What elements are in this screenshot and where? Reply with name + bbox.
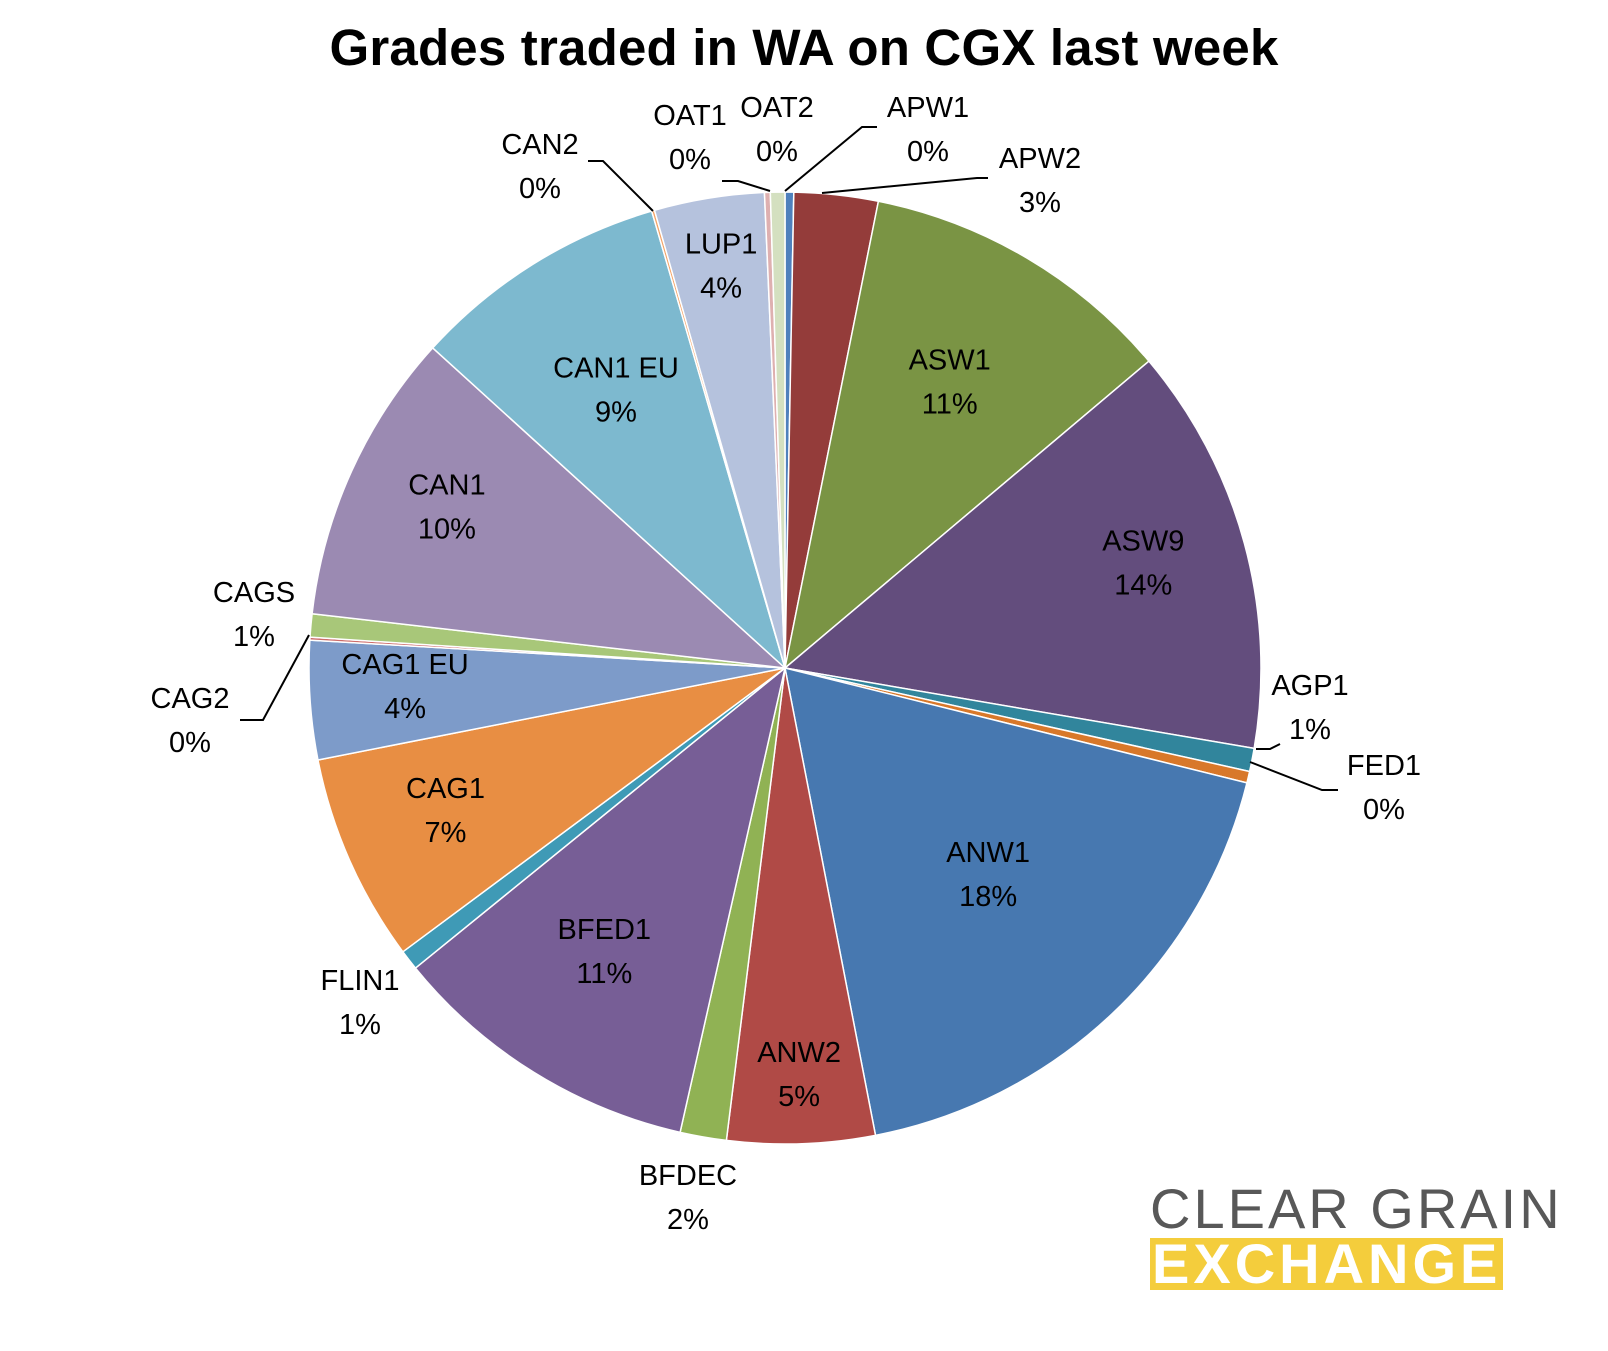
slice-label-bfdec: BFDEC [639, 1160, 737, 1192]
leader-line-cag2 [240, 634, 310, 721]
slice-percent-anw2: 5% [778, 1081, 820, 1113]
logo-text-exchange: EXCHANGE [1150, 1232, 1504, 1295]
clear-grain-exchange-logo: CLEAR GRAIN EXCHANGE [1150, 1177, 1563, 1295]
slice-percent-asw1: 11% [922, 388, 978, 420]
pie-slice-asw9 [784, 360, 1262, 750]
slice-label-cag2: CAG2 [151, 683, 230, 715]
slice-label-cag1-eu: CAG1 EU [341, 649, 468, 681]
slice-percent-agp1: 1% [1289, 714, 1331, 746]
pie-slice-bfed1 [414, 667, 786, 1134]
leader-line-apw1 [784, 126, 877, 192]
pie-slice-anw1 [784, 667, 1248, 1137]
pie-slice-anw2 [725, 667, 877, 1145]
slice-percent-can2: 0% [519, 173, 561, 205]
slice-label-anw1: ANW1 [946, 837, 1030, 869]
slice-label-flin1: FLIN1 [321, 965, 400, 997]
slice-label-fed1: FED1 [1347, 750, 1421, 782]
pie-slice-asw1 [784, 200, 1150, 669]
slice-label-cags: CAGS [213, 577, 295, 609]
slice-percent-asw9: 14% [1114, 570, 1172, 602]
slice-label-oat1: OAT1 [653, 100, 727, 132]
slice-percent-cag2: 0% [169, 727, 211, 759]
slice-percent-bfdec: 2% [667, 1204, 709, 1236]
pie-slices [308, 191, 1262, 1145]
slice-label-can2: CAN2 [501, 129, 578, 161]
pie-slice-can1-eu [431, 210, 786, 669]
slice-percent-oat2: 0% [756, 136, 798, 168]
slice-label-oat2: OAT2 [740, 92, 814, 124]
logo-text-clear-grain: CLEAR GRAIN [1150, 1177, 1563, 1240]
slice-percent-anw1: 18% [959, 881, 1017, 913]
slice-label-anw2: ANW2 [757, 1037, 841, 1069]
slice-label-can1-eu: CAN1 EU [553, 353, 679, 385]
leader-line-apw2 [821, 177, 988, 194]
slice-labels: APW1 0% APW2 3% ASW1 11% ASW9 14% AGP1 1% FED1 0% AN… [151, 92, 1422, 1236]
slice-percent-apw2: 3% [1019, 187, 1061, 219]
pie-slice-can1 [311, 347, 786, 669]
slice-percent-cag1: 7% [425, 817, 467, 849]
slice-percent-bfed1: 11% [576, 958, 632, 990]
slice-percent-apw1: 0% [907, 136, 949, 168]
slice-percent-cags: 1% [233, 621, 275, 653]
leader-line-agp1 [1256, 743, 1281, 750]
slice-label-lup1: LUP1 [685, 228, 758, 260]
slice-label-asw1: ASW1 [909, 344, 991, 376]
slice-label-can1: CAN1 [408, 470, 485, 502]
pie-slice-oat2 [769, 191, 786, 669]
slice-label-agp1: AGP1 [1271, 670, 1348, 702]
chart-title: Grades traded in WA on CGX last week [329, 19, 1279, 76]
slice-label-bfed1: BFED1 [558, 914, 651, 946]
slice-percent-oat1: 0% [669, 144, 711, 176]
slice-label-apw1: APW1 [887, 92, 969, 124]
leader-line-oat1 [722, 180, 771, 192]
leader-lines [240, 126, 1338, 791]
slice-percent-lup1: 4% [700, 272, 742, 304]
slice-percent-cag1-eu: 4% [384, 693, 426, 725]
slice-label-cag1: CAG1 [406, 773, 485, 805]
slice-label-asw9: ASW9 [1102, 526, 1184, 558]
slice-label-apw2: APW2 [999, 143, 1081, 175]
slice-percent-flin1: 1% [339, 1009, 381, 1041]
slice-percent-can1: 10% [418, 514, 476, 546]
pie-slice-cag1 [317, 667, 786, 953]
slice-percent-fed1: 0% [1363, 794, 1405, 826]
slice-percent-can1-eu: 9% [595, 397, 637, 429]
leader-line-can2 [588, 160, 654, 212]
leader-line-fed1 [1249, 761, 1338, 791]
